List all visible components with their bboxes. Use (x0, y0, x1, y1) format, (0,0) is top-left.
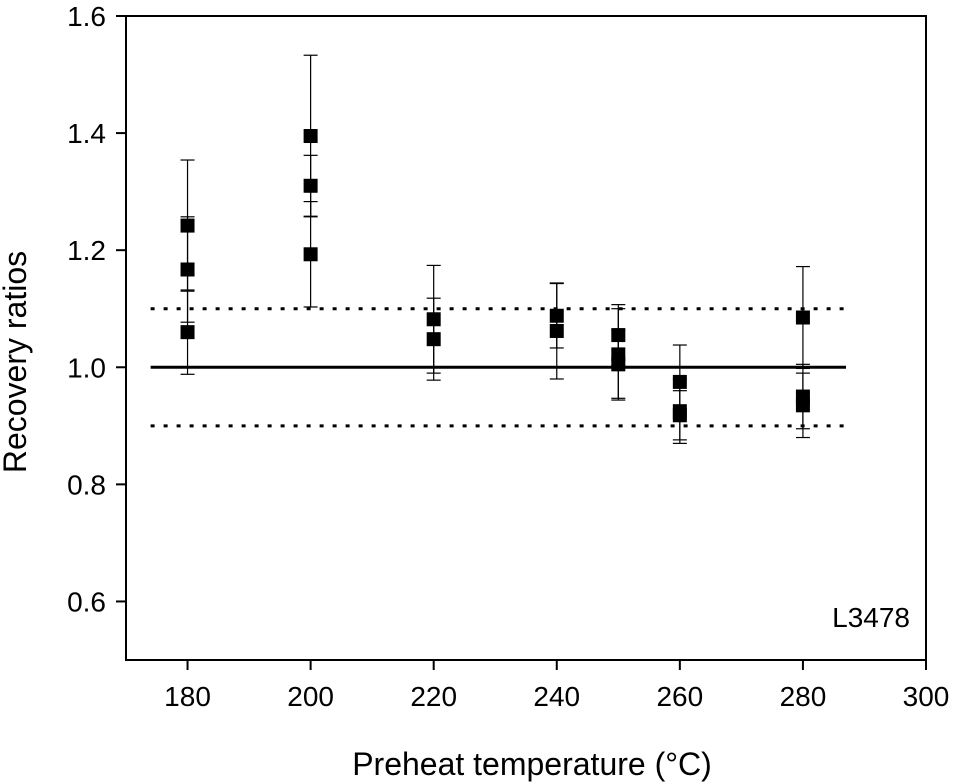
x-tick-label: 260 (656, 681, 703, 712)
y-axis-ticks: 0.6 0.8 1.0 1.2 1.4 1.6 (67, 1, 126, 617)
data-point (672, 408, 687, 423)
data-point (426, 312, 441, 327)
y-tick-label: 0.8 (67, 469, 106, 500)
data-point (426, 332, 441, 347)
y-tick-label: 1.0 (67, 352, 106, 383)
x-tick-label: 220 (410, 681, 457, 712)
x-tick-label: 200 (287, 681, 334, 712)
annotation-label: L3478 (832, 602, 910, 633)
data-point (672, 374, 687, 389)
data-point (611, 357, 626, 372)
data-point (611, 328, 626, 343)
y-tick-label: 0.6 (67, 586, 106, 617)
x-tick-label: 180 (164, 681, 211, 712)
data-point (180, 325, 195, 340)
x-axis-title: Preheat temperature (°C) (352, 746, 712, 782)
plot-frame (125, 15, 927, 661)
data-point (180, 218, 195, 233)
x-axis-ticks: 180 200 220 240 260 280 300 (164, 660, 949, 712)
y-tick-label: 1.4 (67, 118, 106, 149)
reference-lines (150, 307, 846, 428)
data-point (303, 178, 318, 193)
x-tick-label: 280 (780, 681, 827, 712)
error-bars (180, 54, 810, 444)
data-point (795, 398, 810, 413)
y-tick-label: 1.2 (67, 235, 106, 266)
x-tick-label: 240 (533, 681, 580, 712)
y-tick-label: 1.6 (67, 1, 106, 32)
y-axis-title: Recovery ratios (0, 251, 33, 473)
data-point (303, 247, 318, 262)
data-point (303, 129, 318, 144)
data-point (795, 310, 810, 325)
data-point (180, 262, 195, 277)
x-tick-label: 300 (903, 681, 950, 712)
data-point (549, 323, 564, 338)
data-points (180, 129, 810, 423)
data-point (549, 308, 564, 323)
